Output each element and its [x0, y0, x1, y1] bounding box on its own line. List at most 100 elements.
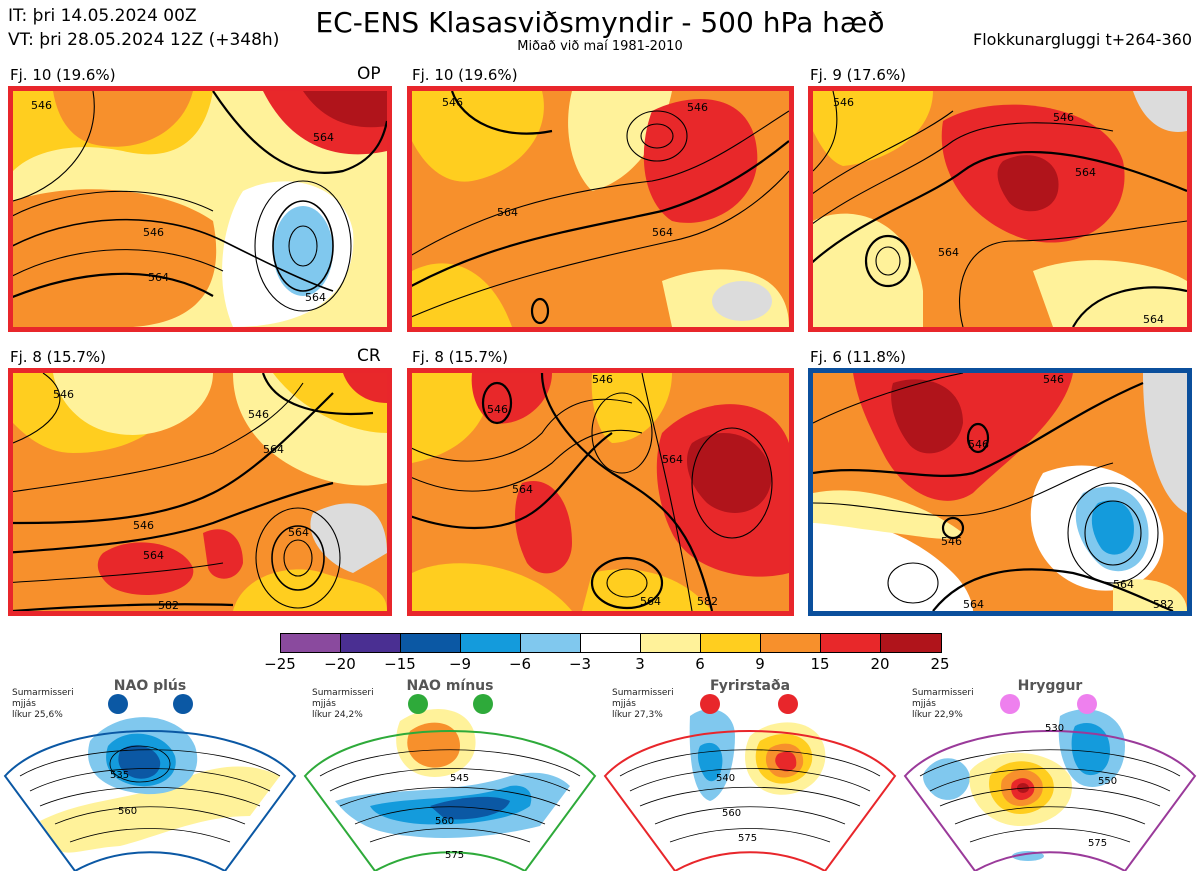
contour-label: 546: [1043, 373, 1064, 386]
colorbar-tick-label: 15: [810, 655, 830, 673]
regime-marker-dot: [1077, 694, 1097, 714]
regime-marker-dot: [473, 694, 493, 714]
contour-label: 564: [640, 595, 661, 608]
contour-label: 546: [442, 96, 463, 109]
contour-label: 582: [158, 599, 179, 611]
contour-label: 564: [148, 271, 169, 284]
colorbar-tick-label: −15: [384, 655, 416, 673]
colorbar-segment: [341, 634, 401, 652]
page-title: EC-ENS Klasasviðsmyndir - 500 hPa hæð: [315, 6, 885, 39]
contour-label: 575: [1088, 838, 1107, 849]
cluster-map-panel: 546 546 564 546 564 564 582: [8, 368, 392, 616]
contour-label: 546: [248, 408, 269, 421]
cluster-map-panel: 546 546 564 564 564: [808, 86, 1192, 332]
contour-label: 530: [1045, 723, 1064, 734]
clustering-window: Flokkunargluggi t+264-360: [973, 30, 1192, 49]
cluster-map: 546 546 564 564 564 582: [412, 373, 789, 611]
panel-4-tag: CR: [357, 346, 381, 366]
climate-reference: Miðað við maí 1981-2010: [517, 39, 683, 54]
panel-3-label: Fj. 9 (17.6%): [810, 66, 906, 84]
contour-label: 564: [512, 483, 533, 496]
colorbar-tick-label: −3: [568, 655, 592, 673]
panel-1-tag: OP: [357, 64, 381, 84]
contour-label: 582: [697, 595, 718, 608]
regime-map: 545 560 575: [303, 694, 597, 871]
contour-label: 546: [53, 388, 74, 401]
colorbar-segment: [581, 634, 641, 652]
colorbar-tick-label: −25: [264, 655, 296, 673]
contour-label: 560: [118, 806, 137, 817]
contour-label: 564: [497, 206, 518, 219]
contour-label: 575: [738, 833, 757, 844]
regime-name: NAO mínus: [406, 678, 494, 694]
contour-label: 564: [1113, 578, 1134, 591]
anomaly-colorbar: [280, 633, 942, 653]
cluster-map-panel: 546 546 564 564 564 582: [407, 368, 794, 616]
colorbar-tick-label: −9: [448, 655, 472, 673]
colorbar-tick-label: −20: [324, 655, 356, 673]
regime-note: Sumarmisseri mjjás líkur 25,6%: [12, 688, 74, 720]
contour-label: 546: [487, 403, 508, 416]
colorbar-tick-label: 6: [695, 655, 705, 673]
colorbar-segment: [461, 634, 521, 652]
regime-blocking: 540 560 575 Fyrirstaða Sumarmisseri mjjás…: [600, 676, 900, 871]
colorbar-segment: [881, 634, 941, 652]
cluster-map: 546 564 546 564 564: [13, 91, 387, 327]
contour-label: 546: [592, 373, 613, 386]
cluster-map-panel: 546 546 546 564 564 582: [808, 368, 1192, 616]
regime-marker-dot: [1000, 694, 1020, 714]
colorbar-segment: [521, 634, 581, 652]
regime-marker-dot: [700, 694, 720, 714]
cluster-map-panel: 546 564 564 546: [407, 86, 794, 332]
panel-2-label: Fj. 10 (19.6%): [412, 66, 518, 84]
panel-6-label: Fj. 6 (11.8%): [810, 348, 906, 366]
regime-name: Fyrirstaða: [709, 678, 791, 694]
cluster-map: 546 564 564 546: [412, 91, 789, 327]
regime-ridge: 530 550 575 Hryggur Sumarmisseri mjjás lík…: [900, 676, 1200, 871]
contour-label: 546: [1053, 111, 1074, 124]
contour-label: 546: [133, 519, 154, 532]
contour-label: 546: [941, 535, 962, 548]
contour-label: 564: [1143, 313, 1164, 326]
contour-label: 560: [722, 808, 741, 819]
colorbar-segment: [281, 634, 341, 652]
regime-name: Hryggur: [1017, 678, 1083, 694]
contour-label: 546: [31, 99, 52, 112]
contour-label: 546: [833, 96, 854, 109]
contour-label: 535: [110, 770, 129, 781]
contour-label: 564: [143, 549, 164, 562]
contour-label: 560: [435, 816, 454, 827]
colorbar-segment: [761, 634, 821, 652]
colorbar-tick-label: 3: [635, 655, 645, 673]
panel-5-label: Fj. 8 (15.7%): [412, 348, 508, 366]
regime-marker-dot: [778, 694, 798, 714]
colorbar-segment: [401, 634, 461, 652]
valid-time: VT: þri 28.05.2024 12Z (+348h): [8, 30, 280, 50]
regime-map: 540 560 575: [603, 694, 897, 871]
colorbar-tick-label: 20: [870, 655, 890, 673]
contour-label: 564: [652, 226, 673, 239]
cluster-map: 546 546 564 564 564: [813, 91, 1187, 327]
regime-marker-dot: [173, 694, 193, 714]
contour-label: 564: [305, 291, 326, 304]
contour-label: 582: [1153, 598, 1174, 611]
colorbar-segment: [641, 634, 701, 652]
contour-label: 546: [687, 101, 708, 114]
contour-label: 546: [143, 226, 164, 239]
regime-map: 535 560: [3, 694, 297, 871]
regime-note: Sumarmisseri mjjás líkur 24,2%: [312, 688, 374, 720]
contour-label: 564: [938, 246, 959, 259]
contour-label: 564: [1075, 166, 1096, 179]
regime-note: Sumarmisseri mjjás líkur 22,9%: [912, 688, 974, 720]
colorbar-tick-label: −6: [508, 655, 532, 673]
cluster-map: 546 546 564 546 564 564 582: [13, 373, 387, 611]
regime-note: Sumarmisseri mjjás líkur 27,3%: [612, 688, 674, 720]
contour-label: 564: [963, 598, 984, 611]
contour-label: 564: [313, 131, 334, 144]
panel-4-label: Fj. 8 (15.7%): [10, 348, 106, 366]
colorbar-segment: [701, 634, 761, 652]
contour-label: 540: [716, 773, 735, 784]
contour-label: 564: [263, 443, 284, 456]
contour-label: 545: [450, 773, 469, 784]
contour-label: 564: [288, 526, 309, 539]
